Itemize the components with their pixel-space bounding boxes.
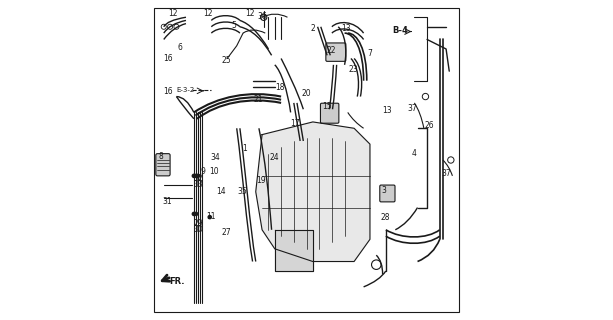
Text: 26: 26 [425,121,435,130]
Text: FR.: FR. [169,277,185,286]
Text: 10: 10 [209,167,219,176]
Text: 2: 2 [310,24,315,33]
Text: 5: 5 [231,21,236,30]
FancyBboxPatch shape [326,43,346,61]
Circle shape [194,174,198,178]
Text: 12: 12 [203,9,212,18]
Text: 3: 3 [382,186,387,195]
Text: 19: 19 [257,176,266,185]
Text: 14: 14 [216,187,226,196]
Text: 29: 29 [193,219,203,228]
FancyBboxPatch shape [321,103,339,123]
Polygon shape [275,230,313,271]
Circle shape [194,212,198,215]
Text: 36: 36 [258,12,268,21]
Text: 7: 7 [368,49,372,58]
Text: 11: 11 [206,212,215,221]
Text: 15: 15 [322,101,332,111]
Text: 34: 34 [210,153,220,162]
Text: 20: 20 [302,89,311,98]
Text: 37: 37 [408,104,417,113]
Text: 9: 9 [200,167,205,176]
Text: 24: 24 [269,153,279,162]
Text: 12: 12 [168,9,177,18]
Text: 13: 13 [341,24,351,33]
Text: 6: 6 [177,43,182,52]
Text: 18: 18 [275,83,284,92]
Text: 16: 16 [162,54,172,63]
Circle shape [196,174,200,178]
Text: B-4: B-4 [392,26,408,35]
Text: 33: 33 [193,180,203,189]
Text: 21: 21 [254,95,263,104]
Text: 30: 30 [193,225,203,234]
Text: 25: 25 [222,56,231,65]
Text: 13: 13 [383,106,392,115]
FancyBboxPatch shape [380,185,395,202]
Text: 37: 37 [442,169,452,178]
Text: 1: 1 [242,144,247,153]
Text: 16: 16 [162,87,172,96]
Circle shape [192,212,196,215]
Text: 32: 32 [193,174,203,183]
Text: 35: 35 [237,187,246,196]
Text: 17: 17 [291,119,300,128]
Text: E-3-2: E-3-2 [177,87,195,92]
Text: 22: 22 [327,46,336,55]
Text: 8: 8 [158,152,163,161]
Text: 4: 4 [412,149,417,158]
Text: 27: 27 [222,228,231,237]
Circle shape [192,174,196,178]
Text: 28: 28 [381,212,390,222]
Text: 23: 23 [349,65,358,74]
Circle shape [208,215,211,219]
Text: 31: 31 [162,197,172,206]
Polygon shape [256,122,370,261]
Text: 12: 12 [245,9,255,18]
FancyBboxPatch shape [156,154,170,176]
